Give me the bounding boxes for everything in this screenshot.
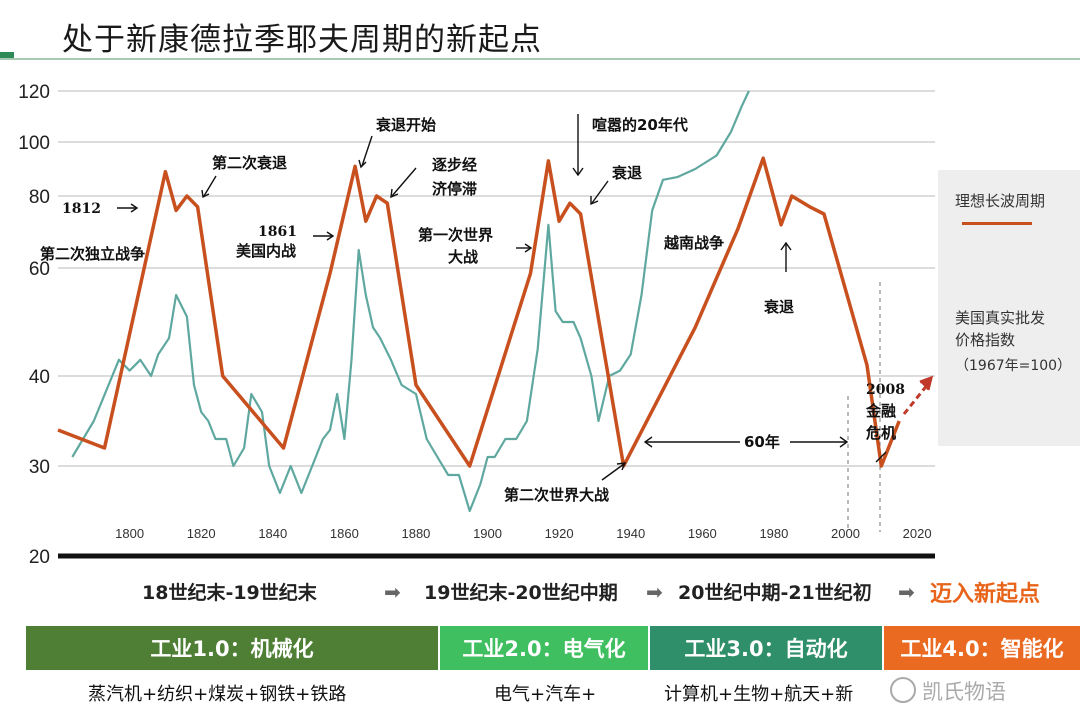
- title-accent-bar: [0, 52, 14, 60]
- annotation-sixty-years: 60年: [744, 433, 780, 451]
- band-industry-4: 工业4.0：智能化: [884, 626, 1080, 670]
- annotation-labels: 1812 第二次独立战争 第二次衰退 1861 美国内战 衰退开始 逐步经 济停…: [40, 116, 905, 504]
- band-industry-1: 工业1.0：机械化: [26, 626, 438, 670]
- x-tick-label: 1820: [187, 526, 216, 541]
- annotation-crisis-2: 危机: [866, 424, 896, 442]
- x-tick-label: 1920: [545, 526, 574, 541]
- annotation-crisis-year: 2008: [866, 382, 905, 398]
- y-tick-label: 20: [29, 547, 50, 568]
- era-arrow-3: ➡: [898, 580, 915, 604]
- legend-index-label-2: 价格指数: [955, 331, 1016, 349]
- x-tick-label: 1880: [401, 526, 430, 541]
- annotation-second-recession: 第二次衰退: [212, 154, 287, 172]
- x-tick-label: 1900: [473, 526, 502, 541]
- annotation-ww1-2: 大战: [448, 248, 478, 266]
- annotation-recession-1920s: 衰退: [611, 164, 642, 182]
- y-tick-label: 100: [18, 133, 50, 154]
- annotation-ww1-1: 第一次世界: [418, 226, 493, 244]
- next-wave-arrow: [902, 375, 934, 415]
- annotation-stagnation-2: 济停滞: [432, 180, 477, 198]
- series-layer: [57, 90, 901, 513]
- page-title: 处于新康德拉季耶夫周期的新起点: [62, 22, 542, 58]
- tech-list-1: 蒸汽机+纺织+煤炭+钢铁+铁路: [88, 684, 347, 705]
- annotation-ww2: 第二次世界大战: [504, 486, 609, 504]
- series-line-ideal: [57, 156, 901, 468]
- y-tick-label: 80: [29, 187, 50, 208]
- annotation-1812-year: 1812: [62, 201, 101, 217]
- annotation-1812-text: 第二次独立战争: [40, 245, 145, 263]
- y-tick-label: 40: [29, 367, 50, 388]
- x-tick-label: 1800: [115, 526, 144, 541]
- annotation-crisis-1: 金融: [865, 402, 896, 420]
- legend-index-label-3: （1967年=100）: [955, 358, 1072, 374]
- y-tick-label: 60: [29, 259, 50, 280]
- title-divider: [0, 58, 1080, 60]
- tech-list-2: 电气+汽车+: [494, 684, 597, 705]
- era-arrow-2: ➡: [646, 580, 663, 604]
- x-tick-label: 1840: [258, 526, 287, 541]
- x-tick-label: 1940: [616, 526, 645, 541]
- annotation-1861-text: 美国内战: [236, 242, 296, 260]
- series-line-index: [71, 90, 750, 513]
- x-tick-label: 2000: [831, 526, 860, 541]
- x-tick-label: 2020: [903, 526, 932, 541]
- era-label-3: 20世纪中期-21世纪初: [678, 582, 872, 604]
- band-industry-2: 工业2.0：电气化: [440, 626, 648, 670]
- watermark-icon: [890, 677, 916, 703]
- legend-panel: [938, 170, 1080, 446]
- annotation-1861-year: 1861: [258, 224, 297, 240]
- x-axis-ticks: 1800 1820 1840 1860 1880 1900 1920 1940 1960 1980…: [115, 526, 931, 541]
- y-axis-ticks: 20 30 40 60 80 100 120: [18, 82, 50, 568]
- era-label-new: 迈入新起点: [930, 582, 1041, 607]
- annotation-arrows: [117, 114, 887, 481]
- era-arrow-1: ➡: [384, 580, 401, 604]
- annotation-stagnation-1: 逐步经: [432, 156, 477, 174]
- annotation-roaring-20s: 喧嚣的20年代: [592, 116, 688, 134]
- annotation-recession-start: 衰退开始: [375, 116, 436, 134]
- annotation-vietnam: 越南战争: [663, 234, 724, 252]
- era-label-1: 18世纪末-19世纪末: [142, 582, 317, 604]
- legend-ideal-wave-label: 理想长波周期: [955, 192, 1046, 210]
- x-tick-label: 1860: [330, 526, 359, 541]
- x-tick-label: 1960: [688, 526, 717, 541]
- tech-list-3: 计算机+生物+航天+新: [664, 684, 854, 705]
- y-tick-label: 30: [29, 457, 50, 478]
- legend-ideal-wave-swatch: [962, 222, 1032, 225]
- grid-lines: [58, 90, 935, 467]
- watermark-text: 凯氏物语: [922, 680, 1006, 704]
- band-industry-3: 工业3.0：自动化: [650, 626, 882, 670]
- y-tick-label: 120: [18, 82, 50, 103]
- legend-index-label-1: 美国真实批发: [955, 309, 1046, 327]
- era-label-2: 19世纪末-20世纪中期: [424, 582, 618, 604]
- annotation-recession-1980s: 衰退: [763, 298, 794, 316]
- x-tick-label: 1980: [759, 526, 788, 541]
